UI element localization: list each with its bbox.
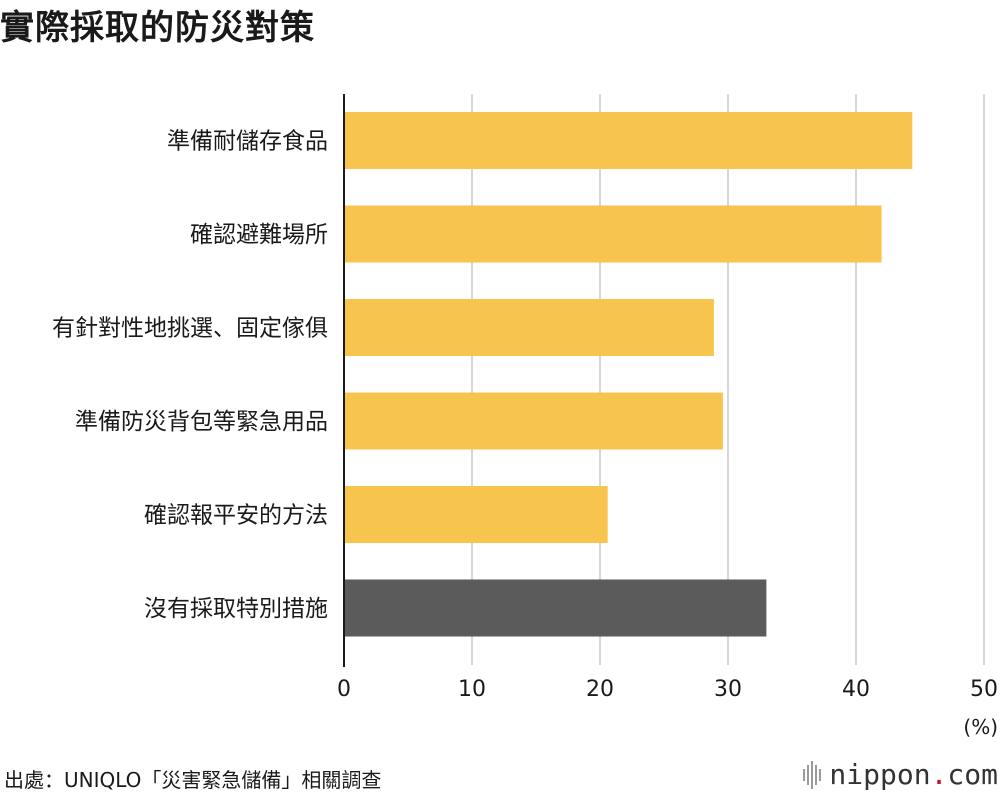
bar xyxy=(344,579,767,637)
bars xyxy=(344,112,913,637)
logo-bars-icon xyxy=(803,760,822,790)
chart-title: 實際採取的防災對策 xyxy=(0,8,315,48)
category-label: 沒有採取特別措施 xyxy=(144,596,328,622)
bar xyxy=(344,392,723,450)
bar xyxy=(344,205,882,263)
bar xyxy=(344,112,913,169)
x-tick-label: 10 xyxy=(458,677,486,702)
x-tick-label: 20 xyxy=(586,677,614,702)
bar xyxy=(344,299,714,356)
nippon-logo: nippon.com xyxy=(803,758,998,791)
x-tick-label: 0 xyxy=(337,677,351,702)
axes: 0 10 20 30 40 50 (%) xyxy=(337,94,998,739)
category-labels: 準備耐儲存食品確認避難場所有針對性地挑選、固定傢俱準備防災背包等緊急用品確認報平… xyxy=(52,129,328,623)
x-tick-label: 40 xyxy=(842,677,870,702)
source-note: 出處：UNIQLO「災害緊急儲備」相關調查 xyxy=(4,768,382,792)
x-tick-label: 50 xyxy=(970,677,998,702)
x-tick-label: 30 xyxy=(714,677,742,702)
category-label: 準備耐儲存食品 xyxy=(167,129,328,155)
gridlines xyxy=(471,94,985,665)
bar xyxy=(344,486,608,543)
category-label: 確認報平安的方法 xyxy=(144,503,328,529)
category-label: 有針對性地挑選、固定傢俱 xyxy=(52,316,328,342)
category-label: 確認避難場所 xyxy=(190,222,328,248)
category-label: 準備防災背包等緊急用品 xyxy=(75,409,328,435)
x-unit-label: (%) xyxy=(963,715,998,739)
bar-chart: 0 10 20 30 40 50 (%) 準備耐儲存食品確認避難場所有針對性地挑選、固定傢俱… xyxy=(52,94,998,739)
logo-text: nippon.com xyxy=(829,758,998,791)
